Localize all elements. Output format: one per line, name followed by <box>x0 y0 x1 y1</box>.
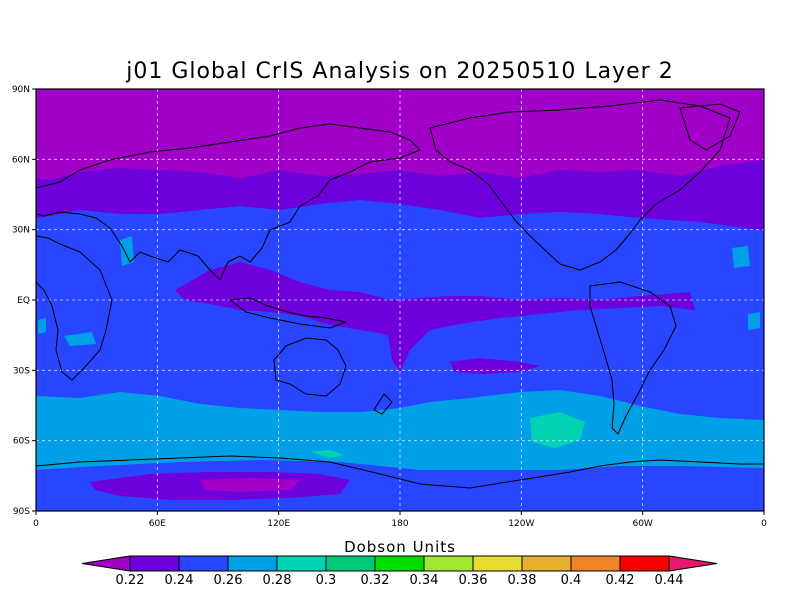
colorbar-tick-label: 0.24 <box>165 573 194 588</box>
antarctic-magenta-core <box>200 478 300 492</box>
coastline-south-america <box>589 281 677 435</box>
north-polar-core <box>36 89 764 180</box>
colorbar-segment <box>178 555 229 572</box>
light-blue-spot-africa-west <box>38 318 46 334</box>
lon-tick-label: 180 <box>391 519 408 529</box>
lon-tick-label: 120W <box>508 519 534 529</box>
southern-mid-latitude-band <box>36 390 764 470</box>
coastline-antarctica <box>35 455 764 489</box>
latitude-axis: 90N 60N 30N EQ 30S 60S 90S <box>12 85 36 517</box>
colorbar-tick-labels: 0.22 0.24 0.26 0.28 0.3 0.32 0.34 0.36 0.38 0.4 0.… <box>116 573 684 588</box>
lon-tick-label: 120E <box>267 519 290 529</box>
colorbar-segment <box>129 555 180 572</box>
tropical-purple-region <box>175 262 695 372</box>
colorbar-segment <box>521 555 572 572</box>
colorbar-tick-label: 0.34 <box>410 573 439 588</box>
coastlines <box>35 99 764 489</box>
figure-title: j01 Global CrIS Analysis on 20250510 Lay… <box>125 59 673 84</box>
coastline-australia <box>273 337 347 397</box>
colorbar-segment <box>325 555 376 572</box>
lat-tick-label: EQ <box>17 296 30 306</box>
colorbar-segment <box>570 555 621 572</box>
lon-tick-label: 60E <box>149 519 166 529</box>
colorbar-tick-label: 0.26 <box>214 573 243 588</box>
colorbar-tick-label: 0.4 <box>561 573 582 588</box>
colorbar-tick-label: 0.32 <box>361 573 390 588</box>
colorbar-tick-label: 0.44 <box>655 573 684 588</box>
teal-patch-atlantic <box>530 412 585 448</box>
coastline-africa <box>35 235 113 381</box>
lon-tick-label: 60W <box>632 519 652 529</box>
lat-tick-label: 60S <box>13 437 30 447</box>
lat-tick-label: 30N <box>12 226 30 236</box>
colorbar-tick-label: 0.38 <box>508 573 537 588</box>
colorbar-min-arrow <box>81 555 131 572</box>
colorbar-tick-label: 0.22 <box>116 573 145 588</box>
graticule <box>36 89 764 511</box>
colorbar-units-label: Dobson Units <box>344 538 456 556</box>
colorbar-segment <box>276 555 327 572</box>
light-blue-spot-south-atlantic <box>748 312 760 330</box>
lat-tick-label: 90N <box>12 85 30 95</box>
coastline-new-zealand <box>373 393 393 415</box>
coastline-indonesia <box>229 297 347 329</box>
coastline-north-america <box>429 99 731 271</box>
colorbar-tick-label: 0.28 <box>263 573 292 588</box>
colorbar-segment <box>619 555 670 572</box>
light-blue-spot-atlantic <box>732 246 750 268</box>
colorbar-segment <box>472 555 523 572</box>
lon-tick-label: 0 <box>761 519 767 529</box>
light-blue-spot-arabia <box>120 236 134 266</box>
colorbar-tick-label: 0.3 <box>316 573 337 588</box>
colorbar-segment <box>374 555 425 572</box>
coastline-eurasia <box>35 123 421 281</box>
colorbar-tick-label: 0.42 <box>606 573 635 588</box>
longitude-axis: 0 60E 120E 180 120W 60W 0 <box>33 511 767 529</box>
colorbar-segment <box>227 555 278 572</box>
global-map <box>35 88 765 512</box>
colorbar-segment <box>423 555 474 572</box>
lon-tick-label: 0 <box>33 519 39 529</box>
colorbar-max-arrow <box>668 555 718 572</box>
teal-patch-indian <box>310 450 345 458</box>
lat-tick-label: 30S <box>13 366 30 376</box>
lat-tick-label: 90S <box>13 507 30 517</box>
lat-tick-label: 60N <box>12 155 30 165</box>
colorbar-tick-label: 0.36 <box>459 573 488 588</box>
light-blue-spot-madagascar <box>64 332 96 346</box>
colorbar <box>81 555 718 572</box>
coastline-greenland <box>679 103 741 151</box>
